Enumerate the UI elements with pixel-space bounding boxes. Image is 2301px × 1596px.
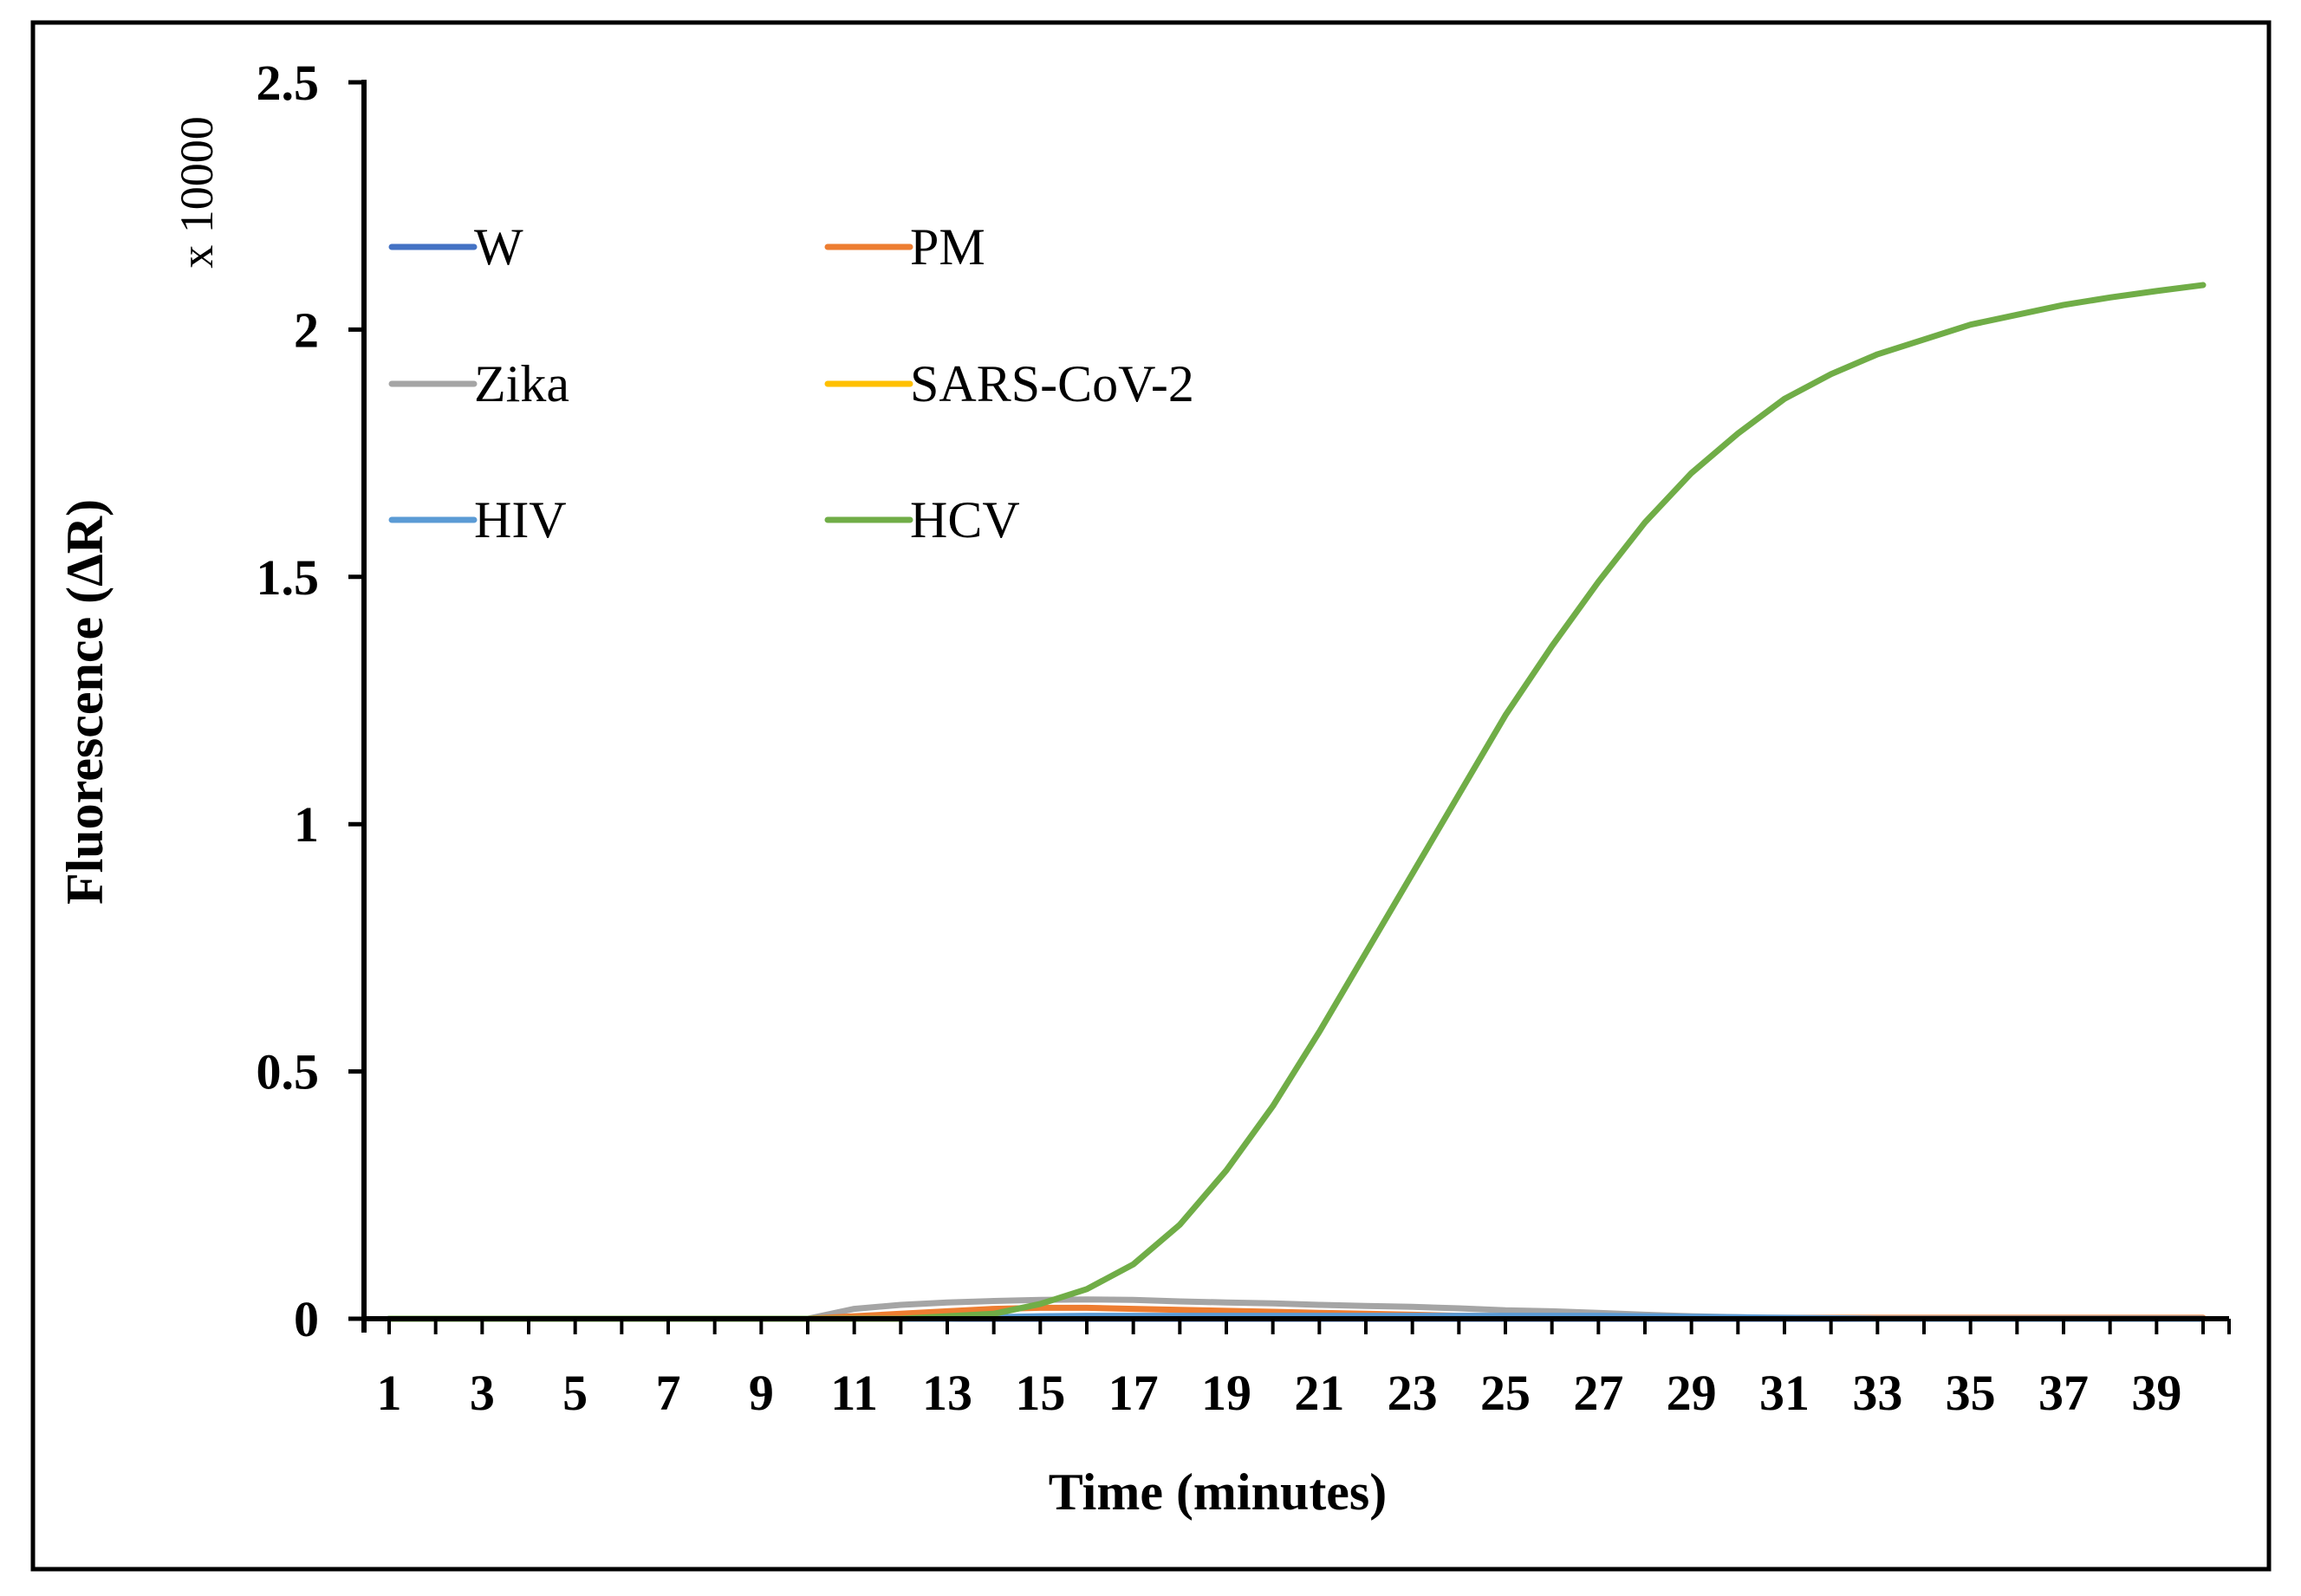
legend-label-zika: Zika xyxy=(474,355,569,412)
x-tick-label: 11 xyxy=(830,1365,878,1421)
x-tick-label: 23 xyxy=(1388,1365,1438,1421)
x-tick-label: 27 xyxy=(1573,1365,1623,1421)
y-tick-label: 0 xyxy=(294,1291,319,1347)
y-tick-label: 2 xyxy=(294,302,319,358)
x-tick-label: 17 xyxy=(1108,1365,1159,1421)
y-tick-label: 2.5 xyxy=(257,55,320,111)
x-tick-label: 19 xyxy=(1201,1365,1251,1421)
x-tick-label: 25 xyxy=(1480,1365,1531,1421)
legend-label-hcv: HCV xyxy=(910,491,1020,548)
x-tick-label: 35 xyxy=(1946,1365,1996,1421)
x-tick-label: 29 xyxy=(1667,1365,1717,1421)
y-tick-label: 1 xyxy=(294,796,319,853)
legend-label-hiv: HIV xyxy=(474,491,567,548)
x-tick-label: 31 xyxy=(1759,1365,1810,1421)
legend-label-pm: PM xyxy=(910,218,985,276)
x-tick-label: 3 xyxy=(470,1365,495,1421)
x-tick-label: 15 xyxy=(1015,1365,1065,1421)
legend-label-sars-cov-2: SARS-CoV-2 xyxy=(910,355,1194,412)
x-tick-label: 21 xyxy=(1294,1365,1344,1421)
x-tick-label: 9 xyxy=(749,1365,774,1421)
x-tick-label: 7 xyxy=(656,1365,681,1421)
y-scale-label: x 10000 xyxy=(171,116,223,269)
legend-label-w: W xyxy=(474,218,523,276)
x-tick-label: 39 xyxy=(2131,1365,2181,1421)
y-axis-title: Fluorescence (ΔR) xyxy=(56,499,114,905)
x-axis-title: Time (minutes) xyxy=(1049,1463,1388,1521)
x-tick-label: 1 xyxy=(377,1365,402,1421)
x-tick-label: 33 xyxy=(1852,1365,1902,1421)
x-tick-label: 13 xyxy=(922,1365,972,1421)
x-tick-label: 37 xyxy=(2038,1365,2089,1421)
chart-frame xyxy=(30,20,2272,1572)
y-tick-label: 0.5 xyxy=(257,1044,320,1100)
x-tick-label: 5 xyxy=(562,1365,588,1421)
y-tick-label: 1.5 xyxy=(257,549,320,606)
axes-layer: 00.511.522.51 3 5 7 9 11 13 15 17 19 21 23 25 27 29 31 3… xyxy=(257,55,2231,1421)
legend: W PM Zika SARS-CoV-2 HIV HCV xyxy=(388,218,1194,548)
